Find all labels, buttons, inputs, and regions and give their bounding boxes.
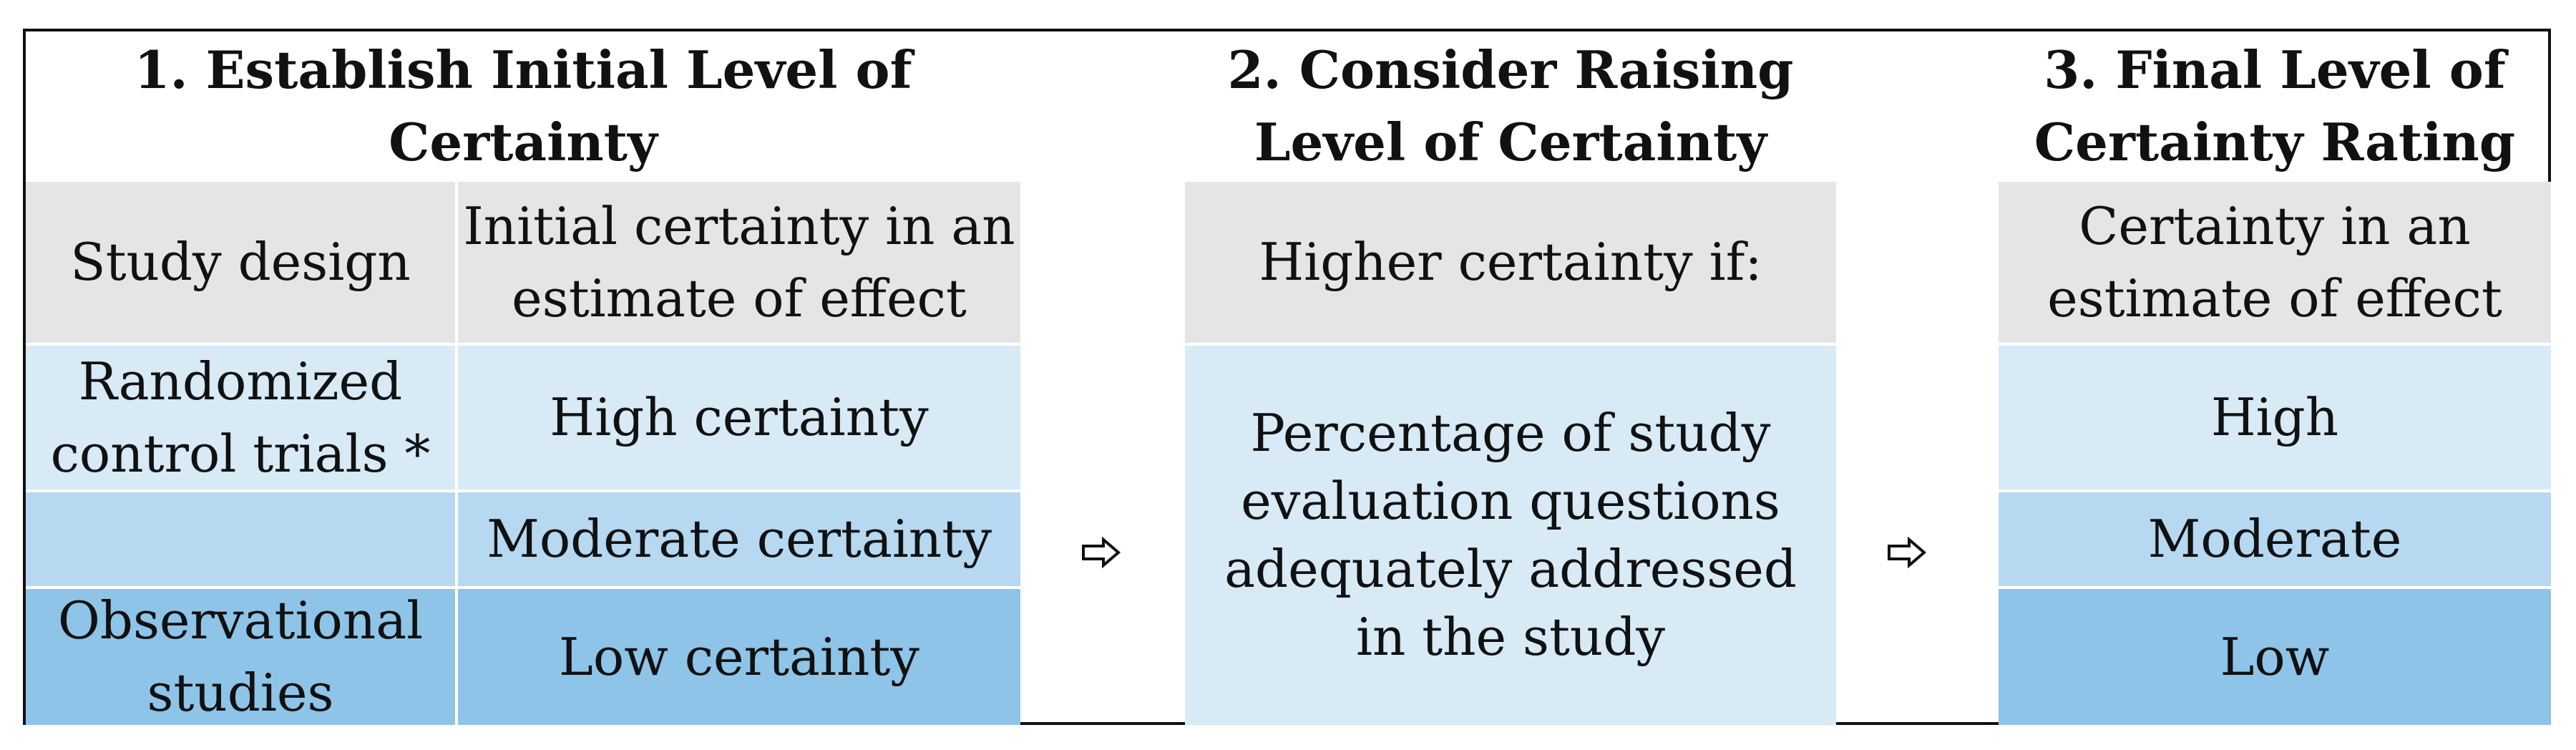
higher-certainty-header: Higher certainty if:: [1185, 182, 1836, 343]
initial-certainty-moderate: Moderate certainty: [455, 490, 1020, 586]
final-rating-moderate: Moderate: [1999, 490, 2551, 586]
final-rating-low: Low: [1999, 586, 2551, 725]
raising-criteria-text: Percentage of study evaluation questions…: [1185, 343, 1836, 725]
final-certainty-header: Certainty in an estimate of effect: [1999, 182, 2551, 343]
initial-certainty-low: Low certainty: [455, 586, 1020, 725]
right-arrow-icon: [1888, 537, 1927, 568]
certainty-framework-table: 1. Establish Initial Level of Certainty …: [23, 29, 2551, 725]
initial-certainty-header: Initial certainty in an estimate of effe…: [455, 182, 1020, 343]
right-arrow-icon: [1082, 537, 1121, 568]
final-rating-high: High: [1999, 343, 2551, 490]
initial-certainty-high: High certainty: [455, 343, 1020, 490]
section1-title: 1. Establish Initial Level of Certainty: [134, 39, 912, 172]
study-design-empty: [26, 490, 455, 586]
study-design-randomized: Randomized control trials *: [26, 343, 455, 490]
section2-title: 2. Consider Raising Level of Certainty: [1227, 39, 1794, 172]
study-design-header: Study design: [26, 182, 455, 343]
study-design-observational: Observational studies: [26, 586, 455, 725]
section3-title: 3. Final Level of Certainty Rating: [2034, 39, 2516, 172]
